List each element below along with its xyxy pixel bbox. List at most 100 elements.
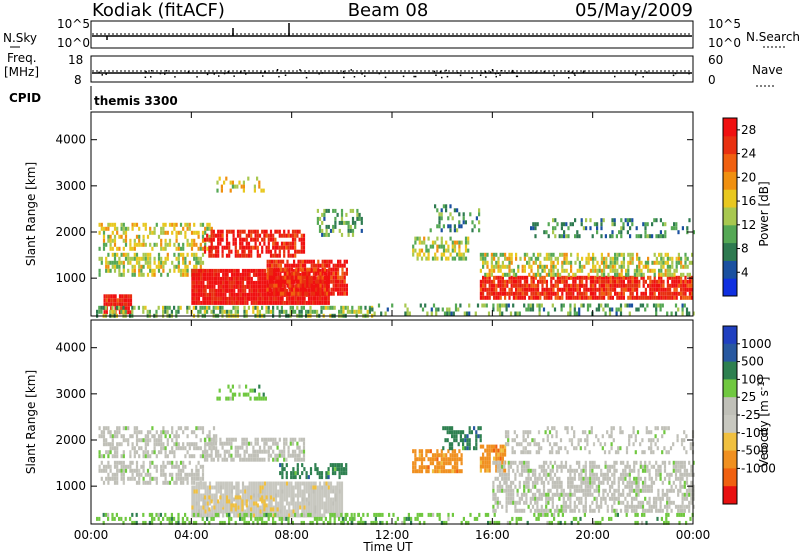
range-gate-cell xyxy=(109,450,112,455)
freq-speck xyxy=(159,72,162,75)
range-gate-cell xyxy=(666,272,669,277)
range-gate-cell xyxy=(593,222,596,227)
range-gate-cell xyxy=(418,449,421,454)
range-gate-cell xyxy=(338,513,341,518)
range-gate-cell xyxy=(295,271,298,276)
range-gate-cell xyxy=(281,481,284,486)
range-gate-cell xyxy=(484,260,487,265)
range-gate-cell xyxy=(291,441,295,446)
range-gate-cell xyxy=(197,476,200,481)
range-gate-cell xyxy=(123,298,126,303)
range-gate-cell xyxy=(333,516,336,521)
range-gate-cell xyxy=(479,287,482,292)
range-gate-cell xyxy=(453,469,457,474)
range-gate-cell xyxy=(609,268,612,273)
freq-speck xyxy=(543,70,546,73)
range-gate-cell xyxy=(655,283,658,288)
range-gate-cell xyxy=(334,489,337,494)
range-gate-cell xyxy=(289,309,292,314)
range-gate-cell xyxy=(478,212,481,217)
range-gate-cell xyxy=(493,279,496,284)
range-gate-cell xyxy=(186,252,189,257)
range-gate-cell xyxy=(598,291,601,296)
range-gate-cell xyxy=(545,508,548,513)
range-gate-cell xyxy=(674,311,678,316)
range-gate-cell xyxy=(616,283,619,288)
range-gate-cell xyxy=(569,476,572,481)
range-gate-cell xyxy=(206,505,209,510)
range-gate-cell xyxy=(113,256,117,261)
range-gate-cell xyxy=(501,260,504,265)
range-gate-cell xyxy=(310,283,313,288)
range-gate-cell xyxy=(113,222,117,227)
range-gate-cell xyxy=(445,248,448,253)
range-gate-cell xyxy=(265,249,268,254)
range-gate-cell xyxy=(301,271,304,276)
range-gate-cell xyxy=(498,480,502,485)
range-gate-cell xyxy=(294,505,297,510)
range-gate-cell xyxy=(133,476,136,481)
range-gate-cell xyxy=(416,256,419,261)
range-gate-cell xyxy=(282,291,285,296)
range-gate-cell xyxy=(109,260,112,265)
range-gate-cell xyxy=(288,509,291,514)
range-gate-cell xyxy=(477,434,480,439)
range-gate-cell xyxy=(266,485,269,490)
range-gate-cell xyxy=(627,260,630,265)
range-gate-cell xyxy=(636,279,639,284)
range-gate-cell xyxy=(179,272,183,277)
freq-speck xyxy=(571,71,573,74)
range-gate-cell xyxy=(173,464,176,469)
range-gate-cell xyxy=(159,520,162,525)
range-gate-cell xyxy=(459,430,462,435)
range-gate-cell xyxy=(244,501,247,506)
range-gate-cell xyxy=(133,450,136,455)
range-gate-cell xyxy=(458,256,461,261)
range-gate-cell xyxy=(479,464,482,469)
range-gate-cell xyxy=(206,501,209,506)
range-gate-cell xyxy=(512,268,515,273)
range-gate-cell xyxy=(246,296,249,301)
range-gate-cell xyxy=(195,260,198,265)
range-gate-cell xyxy=(597,303,601,308)
range-gate-cell xyxy=(585,275,588,280)
range-gate-cell xyxy=(446,438,449,443)
range-gate-cell xyxy=(589,291,592,296)
range-gate-cell xyxy=(664,268,667,273)
range-gate-cell xyxy=(241,276,245,281)
range-gate-cell xyxy=(664,234,667,239)
range-gate-cell xyxy=(195,272,198,277)
range-gate-cell xyxy=(637,234,640,239)
range-gate-cell xyxy=(245,441,248,446)
range-gate-cell xyxy=(279,509,282,514)
range-gate-cell xyxy=(283,467,286,472)
range-gate-cell xyxy=(560,484,563,489)
range-gate-cell xyxy=(418,240,421,245)
range-gate-cell xyxy=(243,437,246,442)
range-gate-cell xyxy=(266,287,269,292)
range-gate-cell xyxy=(490,279,493,284)
range-gate-cell xyxy=(105,242,108,247)
range-gate-cell xyxy=(252,509,256,514)
range-gate-cell xyxy=(534,222,537,227)
range-gate-cell xyxy=(569,488,572,493)
range-gate-cell xyxy=(510,268,513,273)
range-gate-cell xyxy=(567,291,570,296)
range-gate-cell xyxy=(573,311,576,316)
range-gate-cell xyxy=(334,220,337,225)
range-gate-cell xyxy=(442,457,446,462)
range-gate-cell xyxy=(146,468,150,473)
range-gate-cell xyxy=(427,252,430,257)
range-gate-cell xyxy=(334,467,337,472)
range-gate-cell xyxy=(543,295,546,300)
range-gate-cell xyxy=(620,234,623,239)
range-gate-cell xyxy=(338,467,341,472)
range-gate-cell xyxy=(283,513,286,518)
range-gate-cell xyxy=(543,279,546,284)
range-gate-cell xyxy=(228,241,231,246)
range-gate-cell xyxy=(492,484,495,489)
range-gate-cell xyxy=(256,249,259,254)
range-gate-cell xyxy=(98,426,101,431)
range-gate-cell xyxy=(200,276,203,281)
range-gate-cell xyxy=(173,268,176,273)
